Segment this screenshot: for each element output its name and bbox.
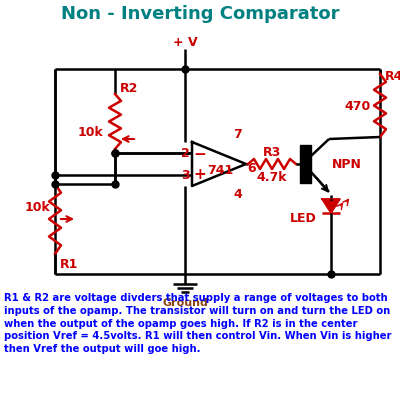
Text: R1: R1 [60, 258, 78, 271]
Text: 741: 741 [207, 164, 233, 177]
Text: R4: R4 [385, 70, 400, 83]
Bar [300, 146, 311, 184]
Text: NPN: NPN [332, 158, 362, 171]
Text: Ground: Ground [162, 297, 208, 307]
Text: LED: LED [290, 212, 316, 225]
Text: 2: 2 [181, 147, 189, 160]
Text: 6: 6 [248, 162, 256, 175]
Text: 10k: 10k [24, 201, 50, 214]
Text: 7: 7 [234, 128, 242, 141]
Text: + V: + V [173, 36, 197, 49]
Text: R3: R3 [263, 145, 281, 158]
Text: 3: 3 [181, 169, 189, 182]
Text: R2: R2 [120, 81, 138, 94]
Text: R1 & R2 are voltage divders that supply a range of voltages to both
inputs of th: R1 & R2 are voltage divders that supply … [4, 292, 392, 353]
Text: 4.7k: 4.7k [257, 171, 287, 184]
Text: −: − [194, 147, 206, 162]
Text: Non - Inverting Comparator: Non - Inverting Comparator [61, 5, 339, 23]
Text: 470: 470 [345, 99, 371, 112]
Text: 4: 4 [234, 188, 242, 201]
Text: +: + [194, 167, 206, 182]
Polygon shape [322, 200, 340, 213]
Text: 10k: 10k [77, 126, 103, 139]
